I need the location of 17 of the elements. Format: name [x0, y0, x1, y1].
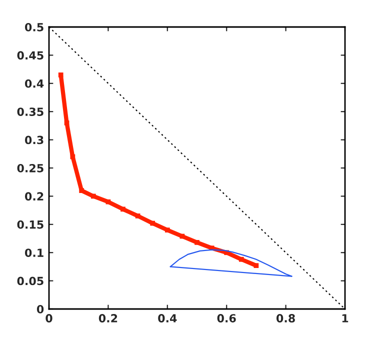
y-tick-label: 0.4 [24, 79, 44, 88]
x-tick-label: 0.8 [276, 314, 295, 322]
y-tick-label: 0.3 [24, 136, 44, 144]
x-tick-label: 1 [342, 314, 348, 322]
y-tick-label: 0.35 [17, 108, 44, 116]
y-tick-label: 0.2 [24, 192, 44, 201]
y-tick-label: 0.1 [24, 248, 44, 257]
x-tick-label: 0.4 [158, 314, 177, 322]
x-tick-label: 0 [46, 314, 52, 322]
y-tick-label: 0.15 [17, 220, 44, 229]
x-tick-label: 0.6 [217, 314, 236, 322]
y-tick-label: 0 [36, 304, 44, 314]
y-tick-label: 0.5 [24, 22, 44, 32]
y-tick-label: 0.05 [17, 276, 44, 286]
y-tick-label: 0.45 [17, 51, 44, 60]
y-tick-label: 0.25 [17, 164, 44, 172]
x-tick-label: 0.2 [98, 314, 118, 322]
